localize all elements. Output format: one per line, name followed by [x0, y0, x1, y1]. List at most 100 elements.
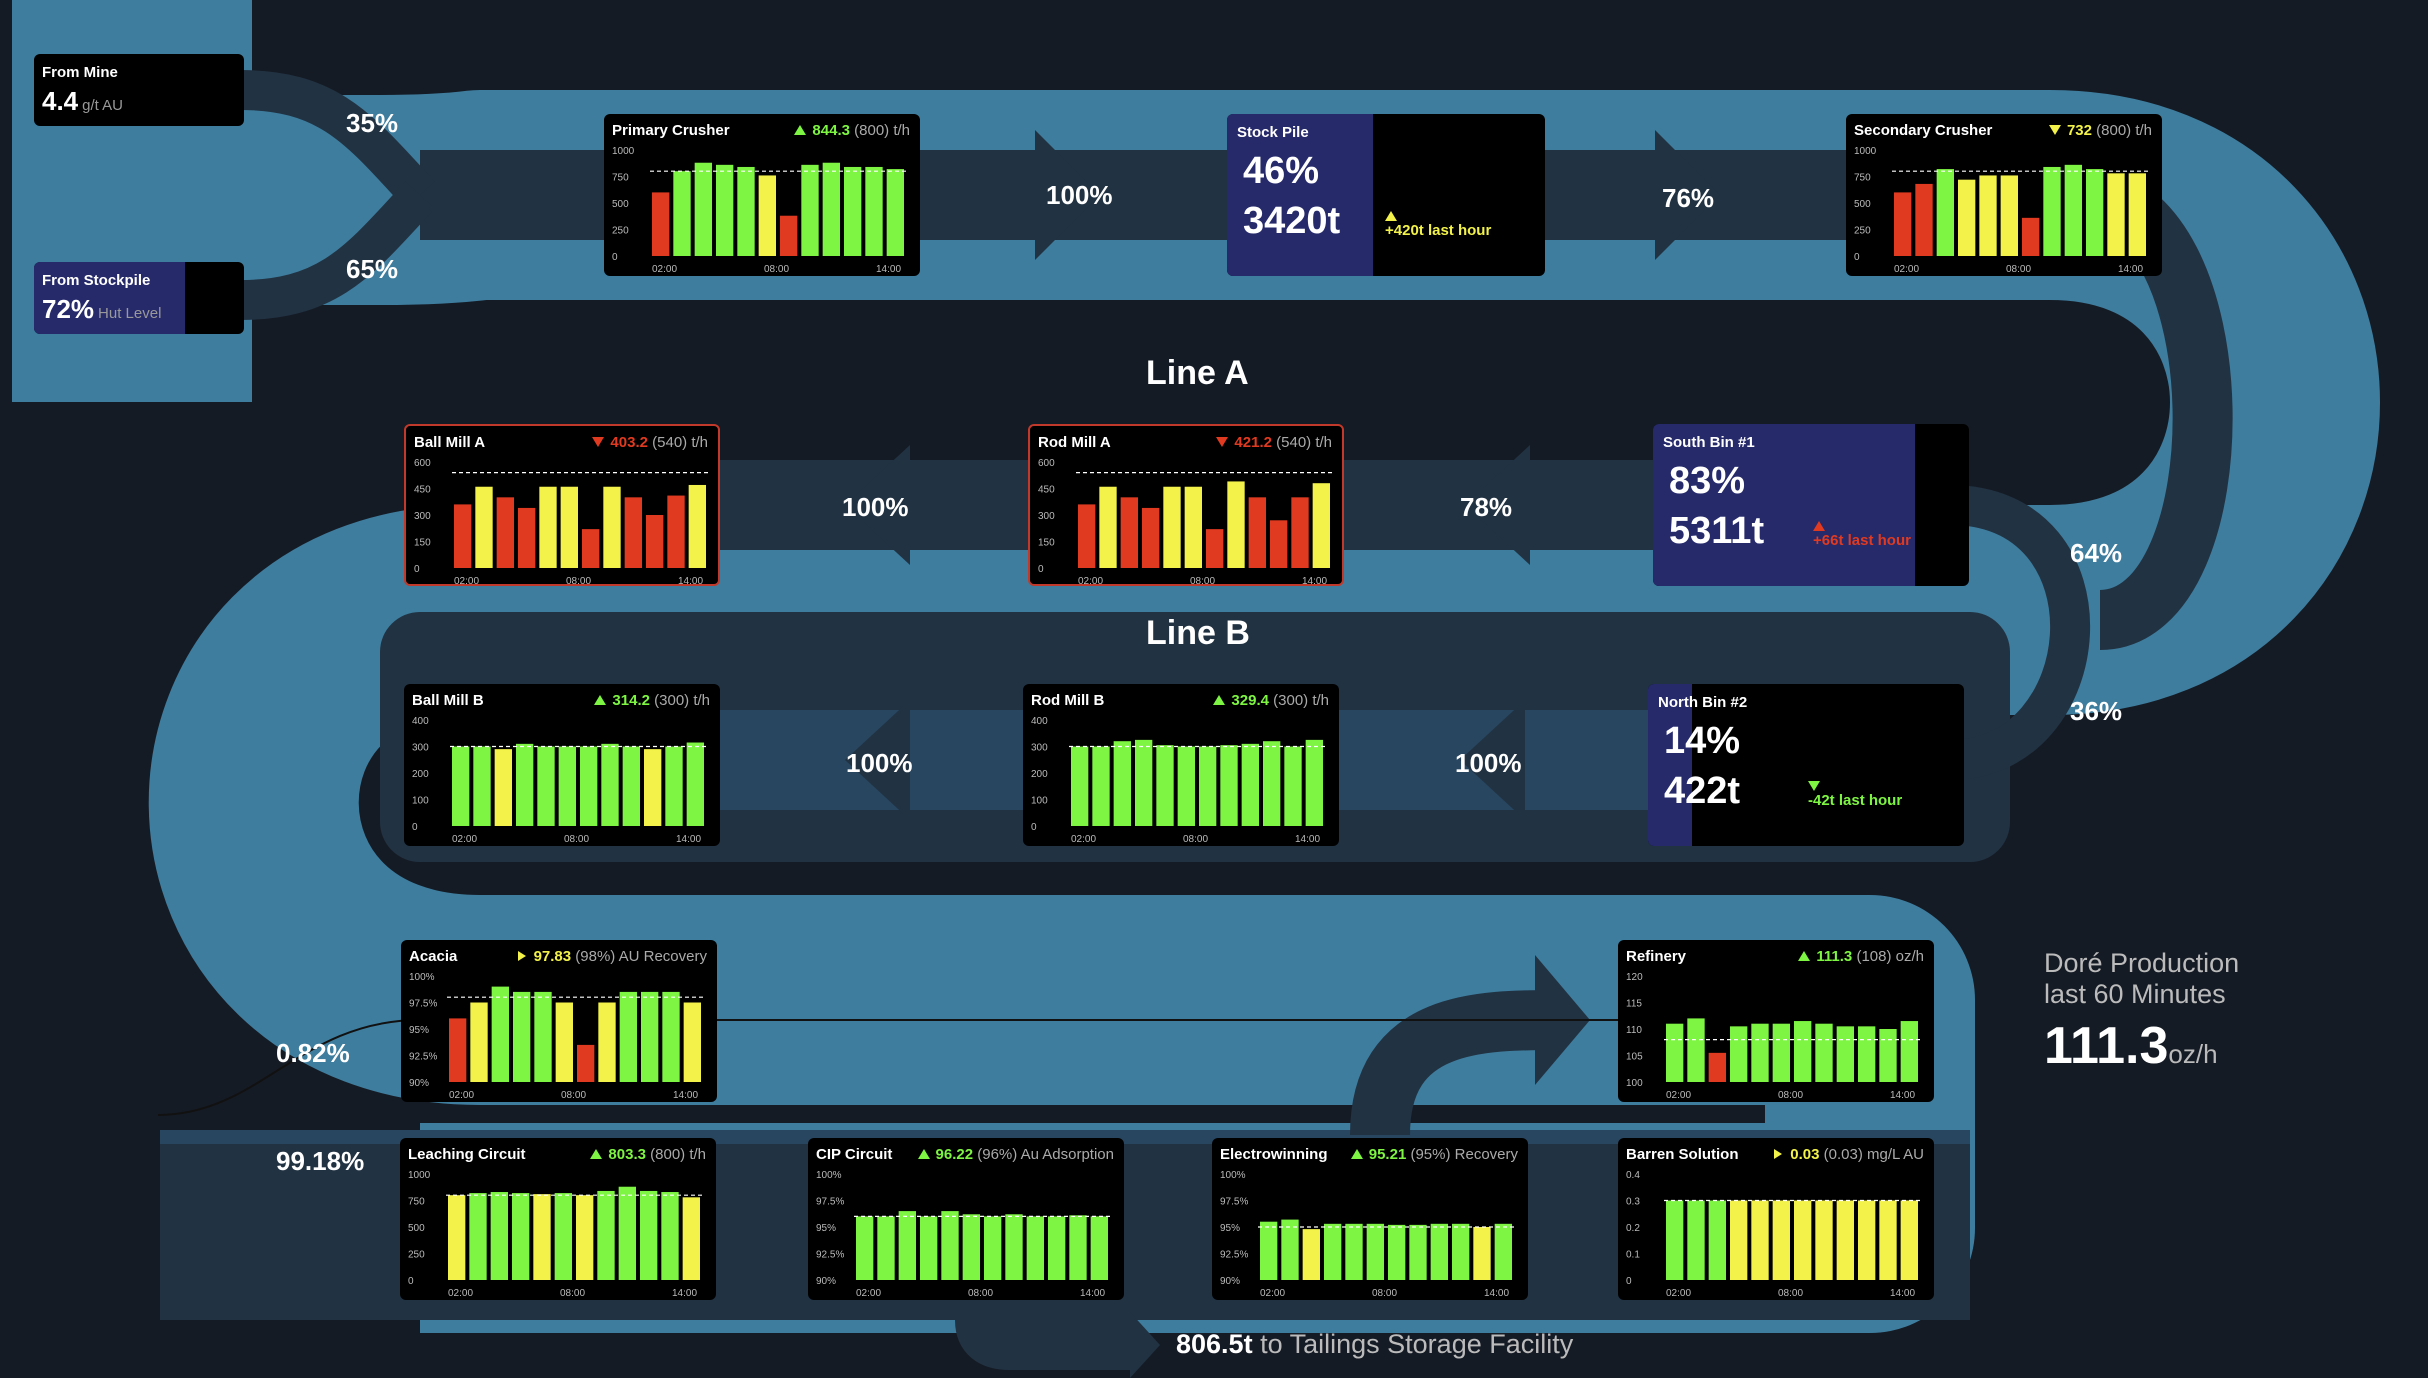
- y-tick-label: 92.5%: [816, 1250, 844, 1261]
- x-tick-label: 08:00: [1183, 834, 1208, 845]
- flow-to-south-bin: 64%: [2070, 538, 2123, 568]
- chart-bar: [2064, 164, 2082, 256]
- production-value: 111.3oz/h: [2044, 1017, 2218, 1075]
- bar-chart: 1000 750 500 250 0 02:00 08:00 14:00: [612, 146, 906, 275]
- y-tick-label: 0: [1031, 822, 1037, 833]
- y-tick-label: 450: [1038, 485, 1055, 496]
- bar-chart: 600 450 300 150 0 02:00 08:00 14:00: [414, 458, 708, 584]
- panel-title: Acacia: [409, 948, 458, 965]
- chart-bar: [1979, 175, 1997, 256]
- flow-tailings: [955, 1280, 1130, 1370]
- panel-primary-crusher[interactable]: Primary Crusher 844.3 (800) t/h 1000 750 500…: [604, 114, 920, 276]
- panel-target: (540) t/h: [647, 434, 708, 451]
- panel-value: 329.4: [1231, 692, 1269, 709]
- flow-to-north-bin: 36%: [2070, 696, 2123, 726]
- panel-stat: 803.3 (800) t/h: [590, 1146, 706, 1163]
- chart-bar: [1220, 745, 1238, 826]
- chart-bar: [512, 1193, 530, 1280]
- chart-bar: [1005, 1214, 1023, 1280]
- bar-chart: 100% 97.5% 95% 92.5% 90% 02:00 08:00 14:00: [1220, 1170, 1514, 1299]
- bin-percent: 83%: [1669, 460, 1746, 502]
- bin-delta: +420t last hour: [1385, 211, 1491, 239]
- chart-bar: [580, 746, 598, 826]
- y-tick-label: 90%: [1220, 1276, 1240, 1287]
- chart-bar: [984, 1216, 1002, 1280]
- panel-title: Primary Crusher: [612, 122, 730, 139]
- panel-barren-solution[interactable]: Barren Solution 0.03 (0.03) mg/L AU 0.4 0.3…: [1618, 1138, 1934, 1300]
- chart-bar: [652, 192, 670, 256]
- mine-inlet: [239, 70, 435, 209]
- panel-title: Ball Mill B: [412, 692, 484, 709]
- source-mine[interactable]: From Mine 4.4 g/t AU: [34, 54, 244, 126]
- panel-title: Ball Mill A: [414, 434, 486, 451]
- chart-bar: [683, 1002, 701, 1082]
- chart-bar: [601, 743, 619, 826]
- panel-leaching-circuit[interactable]: Leaching Circuit 803.3 (800) t/h 1000 750 50…: [400, 1138, 716, 1300]
- y-tick-label: 300: [1038, 511, 1055, 522]
- y-tick-label: 0.1: [1626, 1250, 1640, 1261]
- chart-bar: [1270, 520, 1288, 568]
- chart-bar: [822, 162, 840, 256]
- panel-rod-mill-a[interactable]: Rod Mill A 421.2 (540) t/h 600 450 300 150 0 02…: [1028, 424, 1344, 586]
- x-tick-label: 02:00: [1894, 264, 1919, 275]
- chart-bar: [1730, 1026, 1748, 1082]
- source-mine-value: 4.4 g/t AU: [42, 86, 124, 116]
- panel-rod-mill-b[interactable]: Rod Mill B 329.4 (300) t/h 400 300 200 100 0 02…: [1023, 684, 1339, 846]
- chart-bar: [1879, 1200, 1897, 1280]
- panel-target: (300) t/h: [1268, 692, 1329, 709]
- delta-arrow-icon: [1813, 518, 1825, 535]
- chart-bar: [554, 1193, 572, 1280]
- y-tick-label: 400: [412, 716, 429, 727]
- bin-stock-pile[interactable]: Stock Pile 46% 3420t +420t last hour: [1227, 114, 1545, 276]
- y-tick-label: 97.5%: [1220, 1197, 1248, 1208]
- chart-bar: [1409, 1224, 1427, 1280]
- panel-secondary-crusher[interactable]: Secondary Crusher 732 (800) t/h 1000 750 500…: [1846, 114, 2162, 276]
- y-tick-label: 110: [1626, 1025, 1642, 1036]
- chart-bar: [737, 166, 755, 256]
- stockpile-level-fill: [34, 262, 186, 334]
- chart-bar: [1430, 1223, 1448, 1280]
- chart-bar: [2043, 166, 2061, 256]
- y-tick-label: 95%: [1220, 1223, 1240, 1234]
- x-tick-label: 14:00: [2118, 264, 2143, 275]
- tailings-label: 806.5t to Tailings Storage Facility: [1176, 1329, 1573, 1360]
- bin-level-fill: [1648, 684, 1693, 846]
- chart-bar: [1687, 1200, 1705, 1280]
- y-tick-label: 0: [412, 822, 418, 833]
- y-tick-label: 300: [1031, 743, 1048, 754]
- y-tick-label: 100: [412, 796, 429, 807]
- panel-cip-circuit[interactable]: CIP Circuit 96.22 (96%) Au Adsorption 100%…: [808, 1138, 1124, 1300]
- x-tick-label: 14:00: [1080, 1288, 1105, 1299]
- panel-stat: 403.2 (540) t/h: [592, 434, 708, 451]
- panel-ball-mill-a[interactable]: Ball Mill A 403.2 (540) t/h 600 450 300 150 0 0…: [404, 424, 720, 586]
- panel-refinery[interactable]: Refinery 111.3 (108) oz/h 120 115 110 105 100 0…: [1618, 940, 1934, 1102]
- chart-bar: [558, 746, 576, 826]
- bin-north-bin[interactable]: North Bin #2 14% 422t -42t last hour: [1648, 684, 1964, 846]
- panel-value: 732: [2066, 122, 2092, 139]
- source-stockpile[interactable]: From Stockpile 72% Hut Level: [34, 262, 244, 334]
- chart-bar: [1248, 497, 1266, 568]
- panel-acacia[interactable]: Acacia 97.83 (98%) AU Recovery 100% 97.5% 95…: [401, 940, 717, 1102]
- panel-electrowinning[interactable]: Electrowinning 95.21 (95%) Recovery 100% 97…: [1212, 1138, 1528, 1300]
- chart-bar: [886, 169, 904, 256]
- y-tick-label: 0: [612, 252, 618, 263]
- y-tick-label: 300: [412, 743, 429, 754]
- bar-chart: 1000 750 500 250 0 02:00 08:00 14:00: [408, 1170, 702, 1299]
- acacia-to-refinery-line: [157, 1019, 1620, 1116]
- x-tick-label: 02:00: [452, 834, 477, 845]
- chart-bar: [1241, 743, 1259, 826]
- trend-up-icon: [917, 1146, 930, 1163]
- panel-value: 314.2: [612, 692, 650, 709]
- flow-to-acacia: 0.82%: [276, 1038, 350, 1068]
- chart-bar: [1708, 1052, 1726, 1082]
- chart-bar: [1936, 169, 1954, 256]
- trend-up-icon: [1350, 1146, 1363, 1163]
- panel-ball-mill-b[interactable]: Ball Mill B 314.2 (300) t/h 400 300 200 100 0 0…: [404, 684, 720, 846]
- chart-bar: [1494, 1223, 1512, 1280]
- chart-bar: [1184, 486, 1202, 568]
- bin-label: South Bin #1: [1663, 434, 1755, 451]
- trend-flat-icon: [1772, 1146, 1784, 1163]
- flow-to-bins: [1948, 485, 2090, 780]
- chart-bar: [560, 486, 578, 568]
- bin-south-bin[interactable]: South Bin #1 83% 5311t +66t last hour: [1653, 424, 1969, 586]
